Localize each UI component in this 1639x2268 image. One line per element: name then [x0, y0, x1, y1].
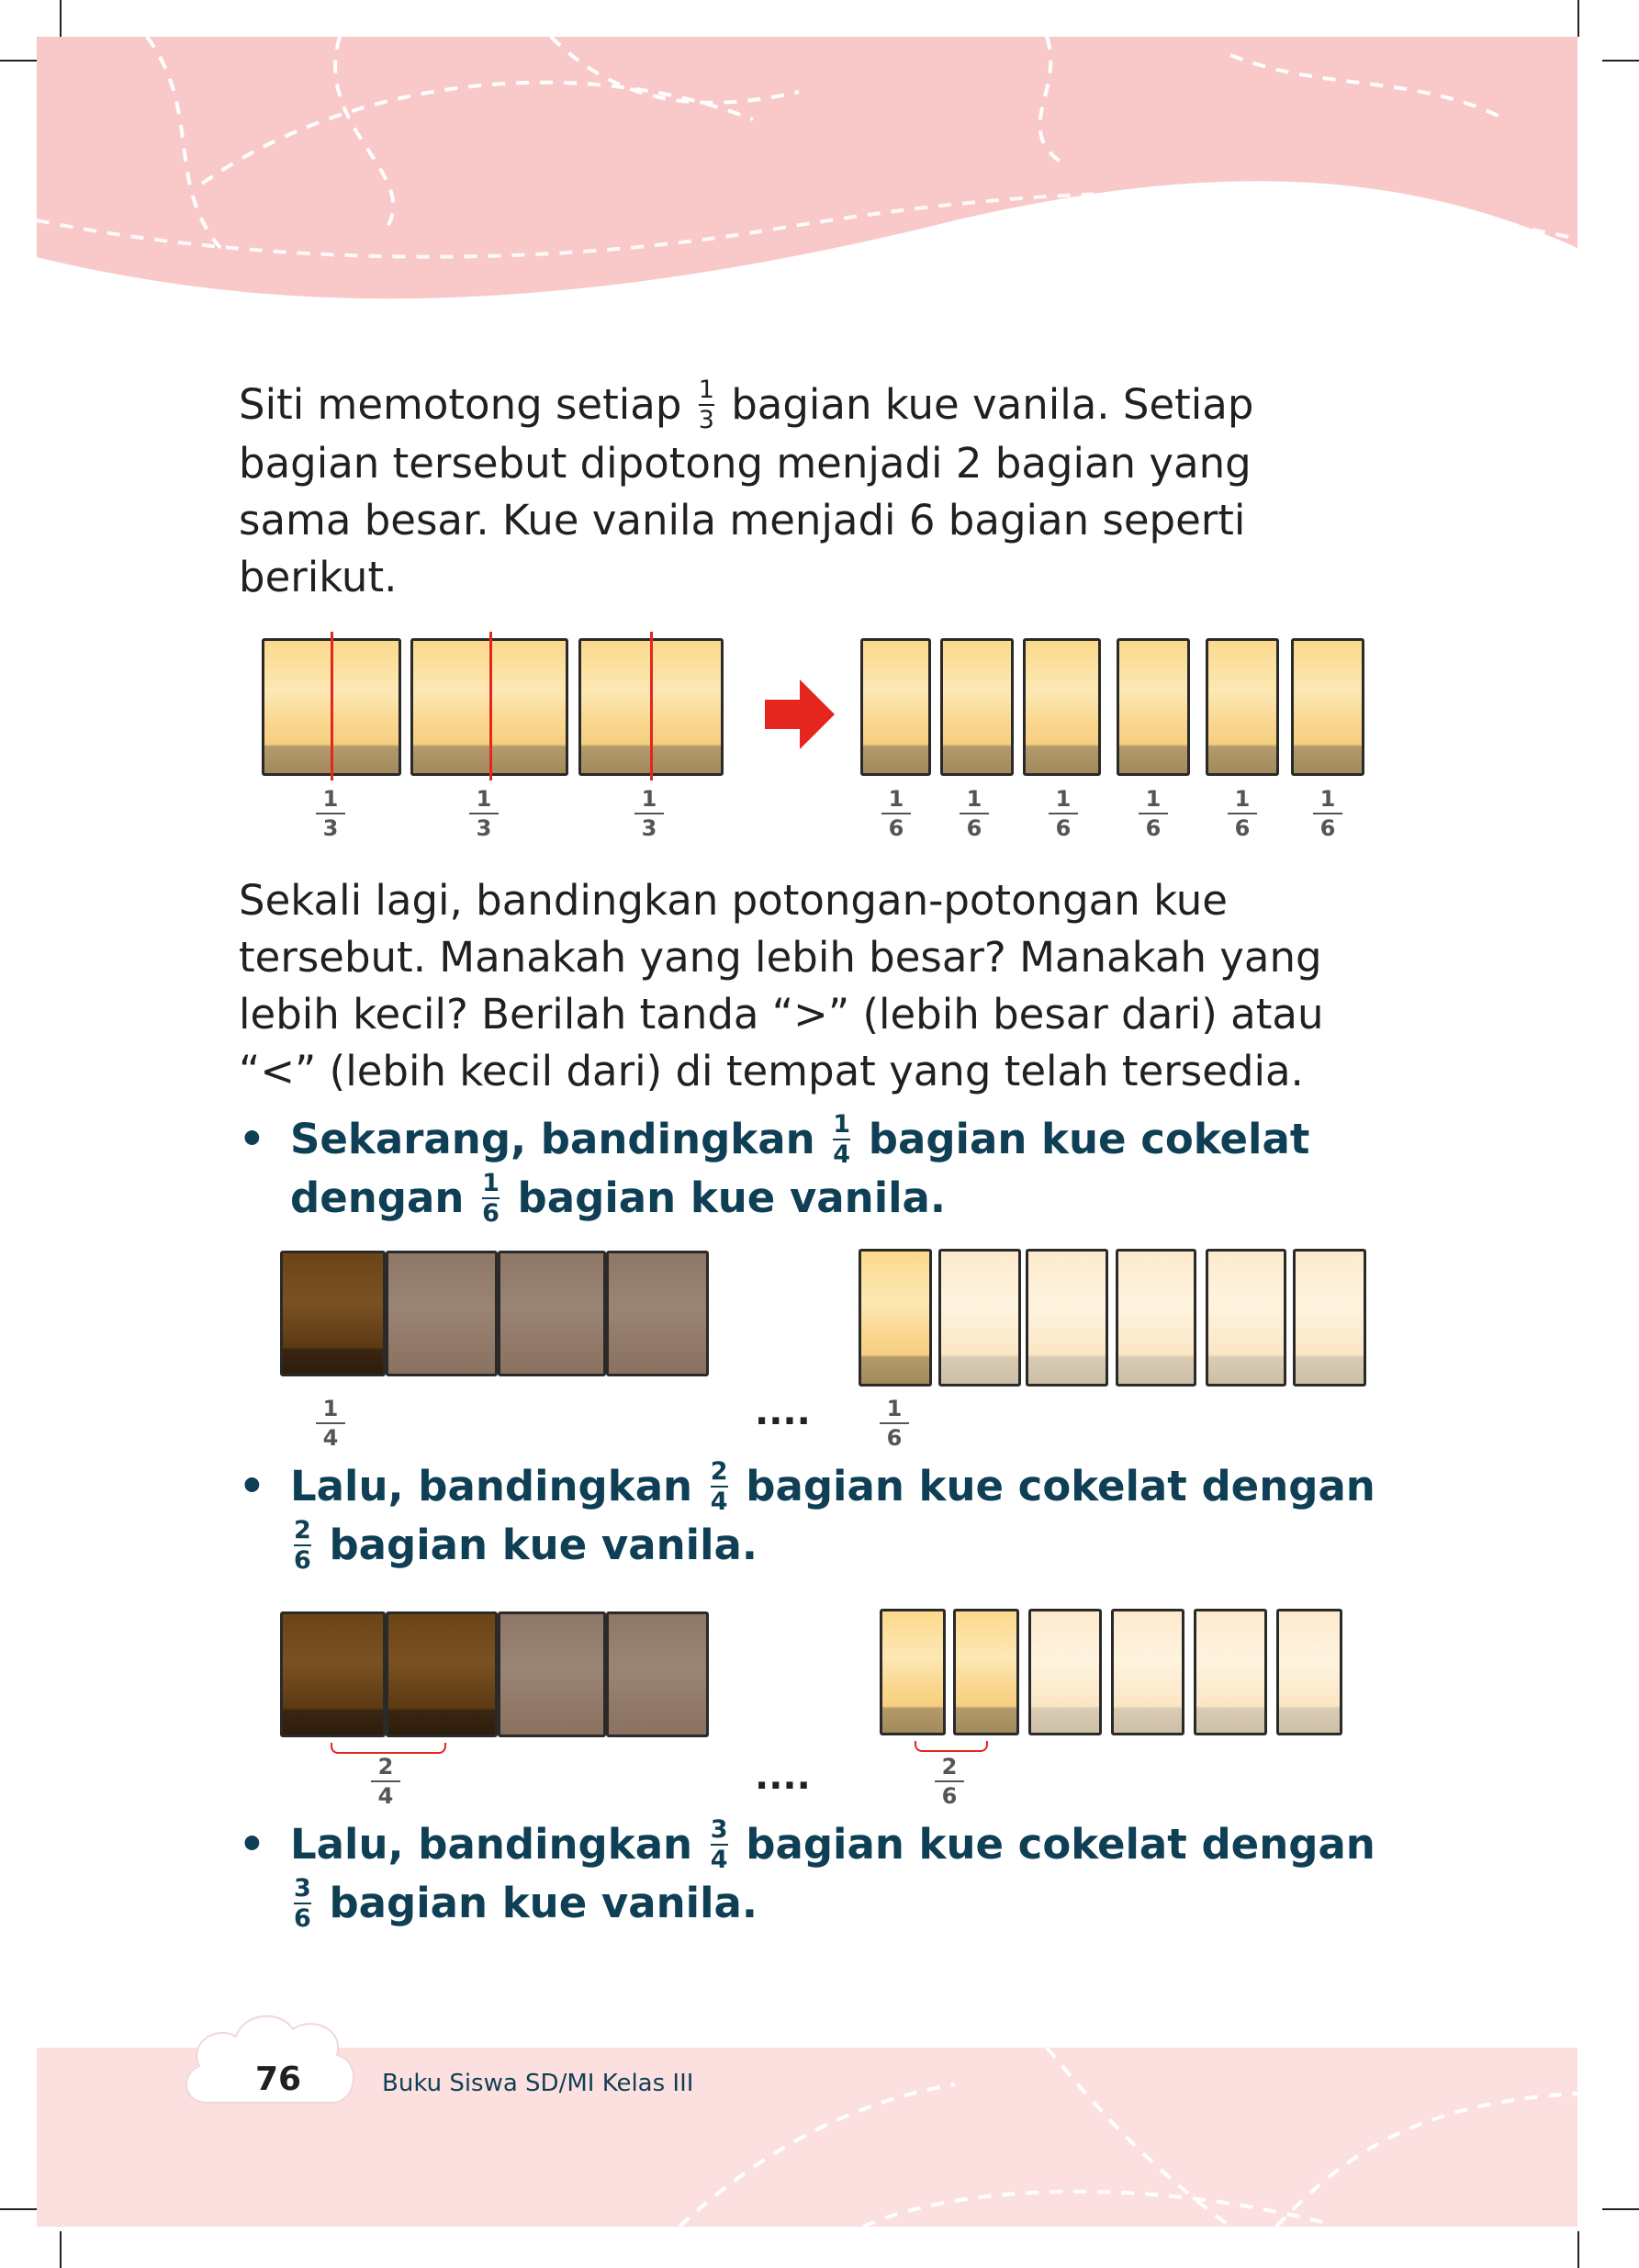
vanilla-cake-sixth — [1206, 638, 1279, 776]
chocolate-cake-piece — [280, 1611, 386, 1737]
vanilla-cake-sixth — [1291, 638, 1364, 776]
chocolate-cake-piece — [386, 1251, 498, 1376]
page-number: 76 — [255, 2060, 302, 2098]
vanilla-cake-piece — [938, 1249, 1021, 1387]
vanilla-cake-piece — [1028, 1609, 1102, 1735]
vanilla-cake-sixth — [1117, 638, 1190, 776]
compare-text: lebih kecil? Berilah tanda “>” (lebih be… — [239, 990, 1324, 1039]
intro-text: bagian tersebut dipotong menjadi 2 bagia… — [239, 439, 1252, 488]
bracket-two-sixths — [915, 1741, 988, 1752]
right-arrow-icon — [765, 679, 835, 749]
cut-line — [331, 632, 333, 780]
vanilla-cake-piece — [1194, 1609, 1267, 1735]
chocolate-cake-piece — [606, 1251, 709, 1376]
vanilla-cake-piece — [1111, 1609, 1184, 1735]
crop-mark — [1602, 60, 1639, 62]
crop-mark — [60, 0, 62, 37]
chocolate-cake-piece — [498, 1251, 606, 1376]
header-decoration — [37, 37, 1577, 299]
intro-text: berikut. — [239, 553, 398, 601]
intro-text: bagian kue vanila. Setiap — [731, 380, 1254, 429]
bullet-dot: • — [239, 1115, 265, 1163]
intro-text: sama besar. Kue vanila menjadi 6 bagian … — [239, 496, 1246, 545]
vanilla-cake-piece — [880, 1609, 946, 1735]
crop-mark — [0, 2208, 37, 2210]
chocolate-cake-piece — [280, 1251, 386, 1376]
vanilla-cake-piece — [1276, 1609, 1342, 1735]
vanilla-cake-sixth — [860, 638, 931, 776]
cloud-icon — [185, 2015, 354, 2104]
bullet-dot: • — [239, 1462, 265, 1510]
vanilla-cake-piece — [1116, 1249, 1196, 1387]
vanilla-cake-sixth — [1023, 638, 1101, 776]
comparison-blank[interactable]: .... — [755, 1391, 811, 1433]
cut-line — [489, 632, 492, 780]
vanilla-cake-piece — [1206, 1249, 1286, 1387]
crop-mark — [1602, 2208, 1639, 2210]
bullet-dot: • — [239, 1820, 265, 1869]
compare-text: “<” (lebih kecil dari) di tempat yang te… — [239, 1047, 1304, 1095]
cut-line — [650, 632, 653, 780]
crop-mark — [60, 2231, 62, 2268]
comparison-blank[interactable]: .... — [755, 1756, 811, 1798]
compare-text: tersebut. Manakah yang lebih besar? Mana… — [239, 933, 1322, 982]
crop-mark — [0, 60, 37, 62]
vanilla-cake-sixth — [940, 638, 1014, 776]
vanilla-cake-piece — [859, 1249, 932, 1387]
footer-decoration — [678, 2048, 1577, 2227]
compare-paragraph: Sekali lagi, bandingkan potongan-potonga… — [239, 872, 1396, 1100]
bracket-two-quarters — [331, 1743, 446, 1754]
chocolate-cake-piece — [386, 1611, 498, 1737]
intro-text: Siti memotong setiap — [239, 380, 682, 429]
crop-mark — [1577, 2231, 1579, 2268]
crop-mark — [1577, 0, 1579, 37]
vanilla-cake-piece — [953, 1609, 1019, 1735]
chocolate-cake-piece — [606, 1611, 709, 1737]
compare-text: Sekali lagi, bandingkan potongan-potonga… — [239, 876, 1228, 925]
book-title: Buku Siswa SD/MI Kelas III — [382, 2070, 694, 2097]
vanilla-cake-piece — [1293, 1249, 1366, 1387]
chocolate-cake-piece — [498, 1611, 606, 1737]
vanilla-cake-piece — [1026, 1249, 1108, 1387]
